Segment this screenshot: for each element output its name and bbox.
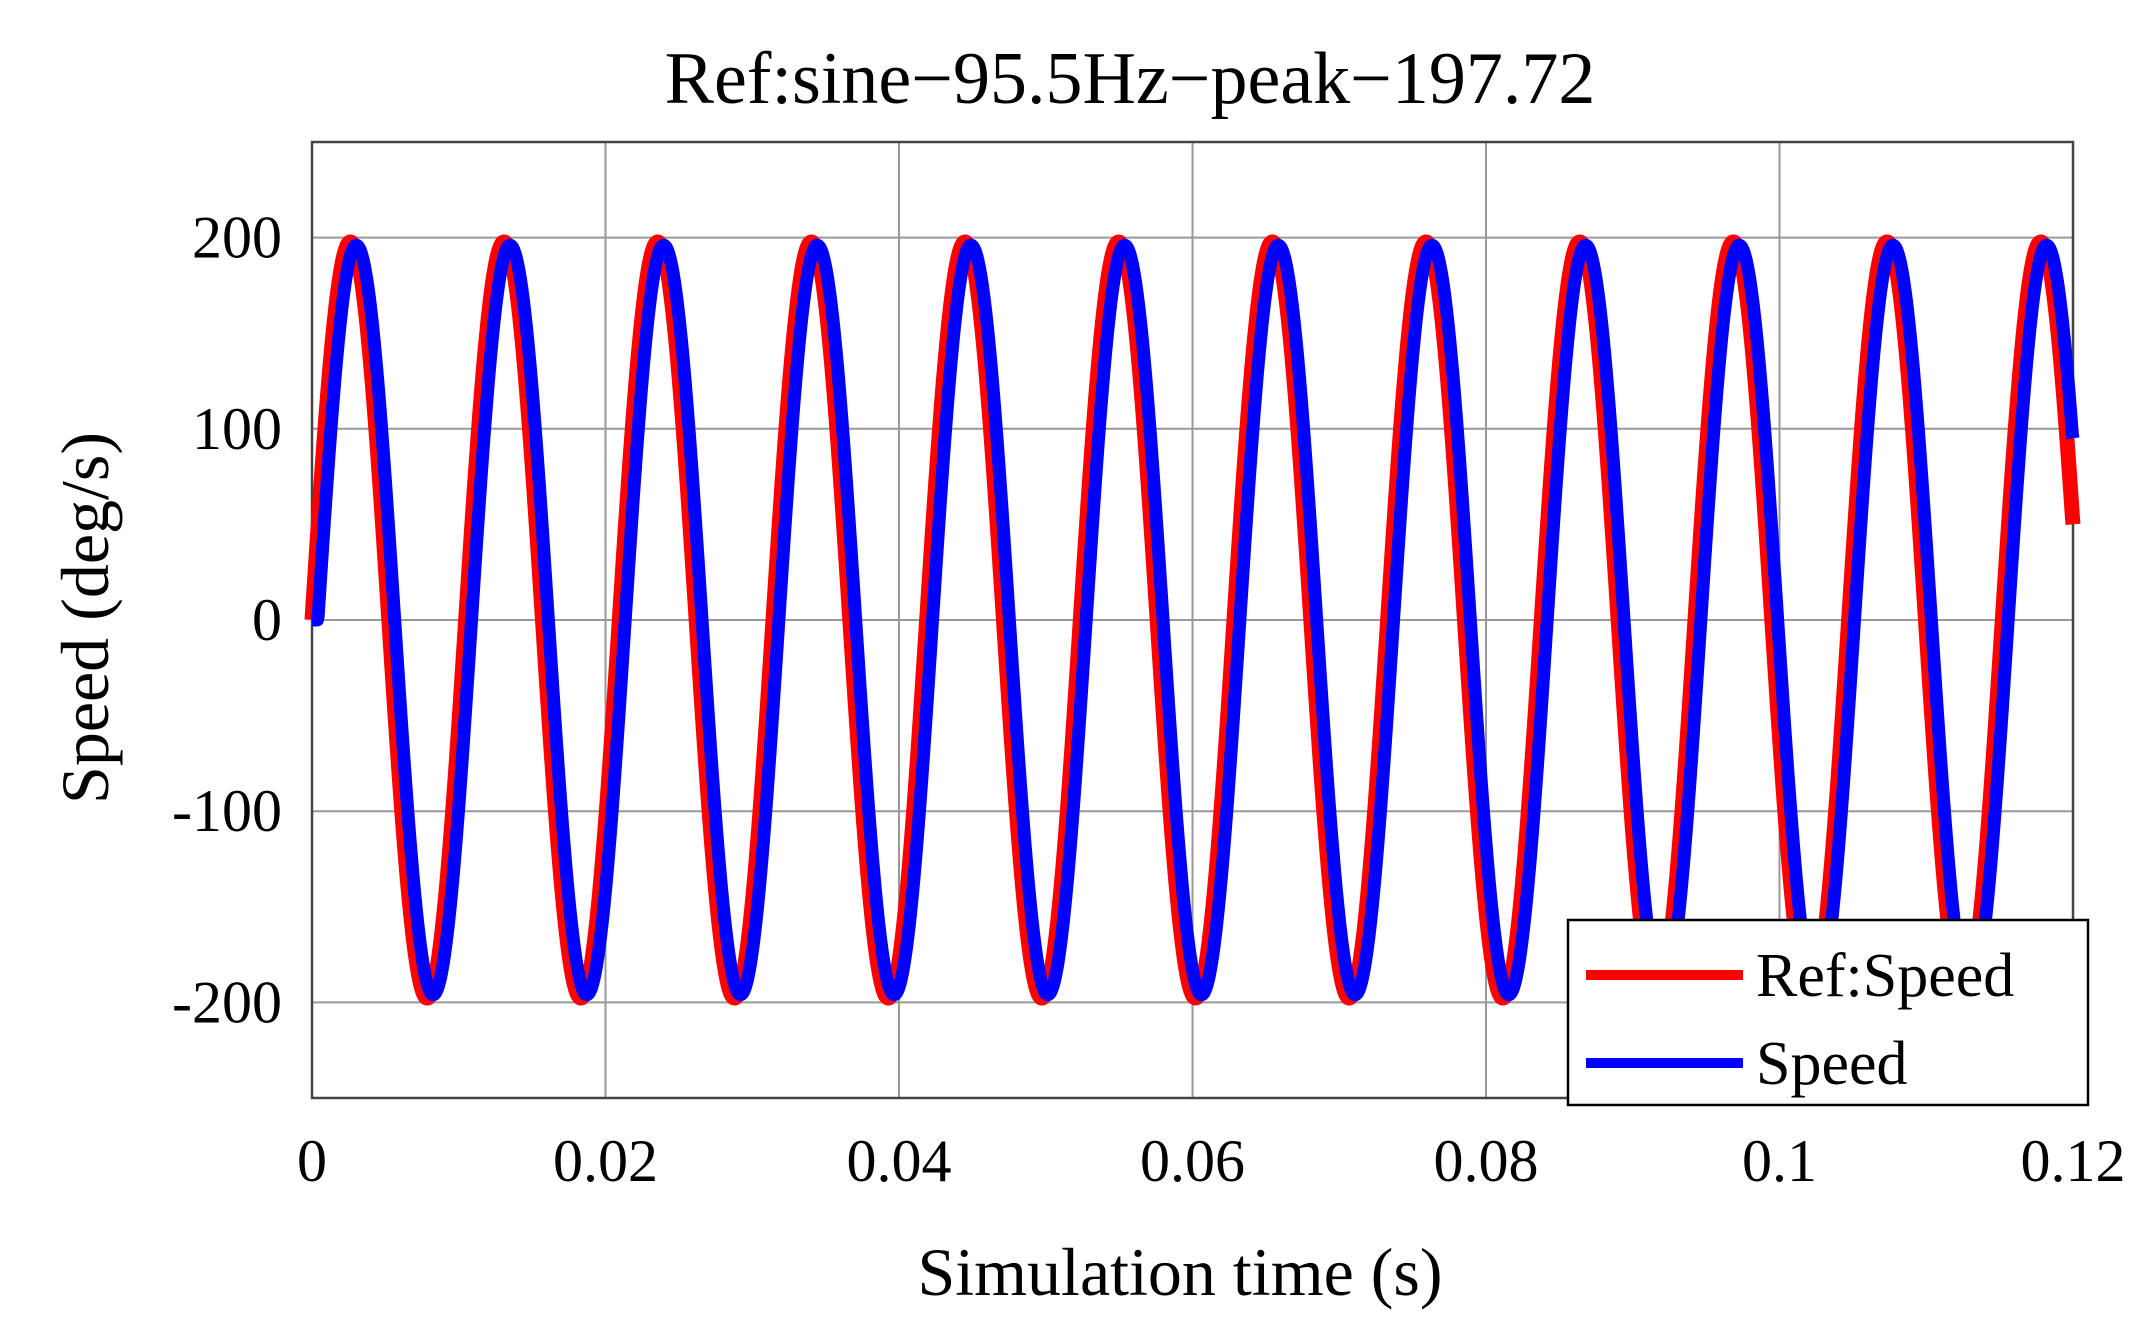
series-line-speed: [306, 238, 2080, 1002]
y-tick-label: 0: [252, 587, 282, 653]
series-group: [304, 234, 2081, 1006]
x-tick-label: 0.06: [1140, 1128, 1245, 1194]
x-tick-label: 0.02: [553, 1128, 658, 1194]
legend: Ref:Speed Speed: [1566, 918, 2090, 1107]
legend-label: Speed: [1756, 1030, 1908, 1098]
x-tick-label: 0.12: [2021, 1128, 2126, 1194]
chart-title: Ref:sine−95.5Hz−peak−197.72: [665, 38, 1596, 120]
y-axis-label: Speed (deg/s): [47, 432, 123, 804]
x-tick-label: 0.08: [1434, 1128, 1539, 1194]
y-tick-label: -100: [172, 778, 282, 844]
y-tick-label: 100: [192, 396, 282, 462]
x-axis-label: Simulation time (s): [917, 1234, 1442, 1310]
legend-box: [1566, 918, 2090, 1107]
x-tick-label: 0.1: [1742, 1128, 1817, 1194]
x-tick-label: 0: [297, 1128, 327, 1194]
x-tick-labels: 0 0.02 0.04 0.06 0.08 0.1 0.12: [297, 1128, 2126, 1194]
y-tick-label: -200: [172, 969, 282, 1035]
y-tick-label: 200: [192, 205, 282, 271]
legend-label: Ref:Speed: [1756, 942, 2014, 1010]
x-tick-label: 0.04: [847, 1128, 952, 1194]
y-tick-labels: 200 100 0 -100 -200: [172, 205, 282, 1036]
